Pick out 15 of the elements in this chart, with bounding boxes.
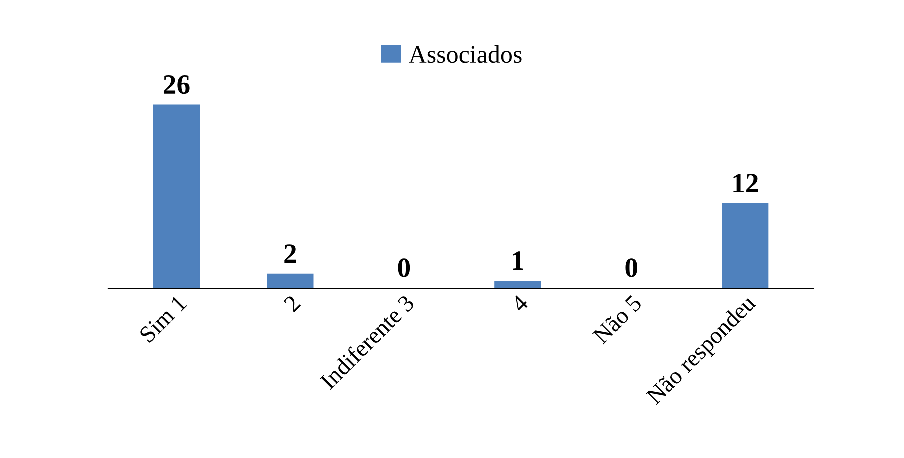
x-tick-label: 2	[283, 294, 302, 313]
data-label: 12	[734, 174, 758, 193]
data-label: 1	[513, 252, 524, 270]
data-label: 2	[284, 244, 296, 263]
data-label: 0	[626, 258, 638, 278]
legend-label: Associados	[409, 46, 522, 64]
x-tick-label: 4	[510, 294, 530, 314]
x-tick-label: Sim 1	[138, 294, 188, 344]
bar	[722, 203, 769, 289]
bar	[494, 280, 542, 289]
x-tick-label: Não 5	[592, 294, 643, 346]
data-label: 0	[398, 258, 410, 278]
bar	[153, 104, 200, 289]
data-label: 26	[164, 75, 190, 94]
bar	[267, 274, 314, 289]
